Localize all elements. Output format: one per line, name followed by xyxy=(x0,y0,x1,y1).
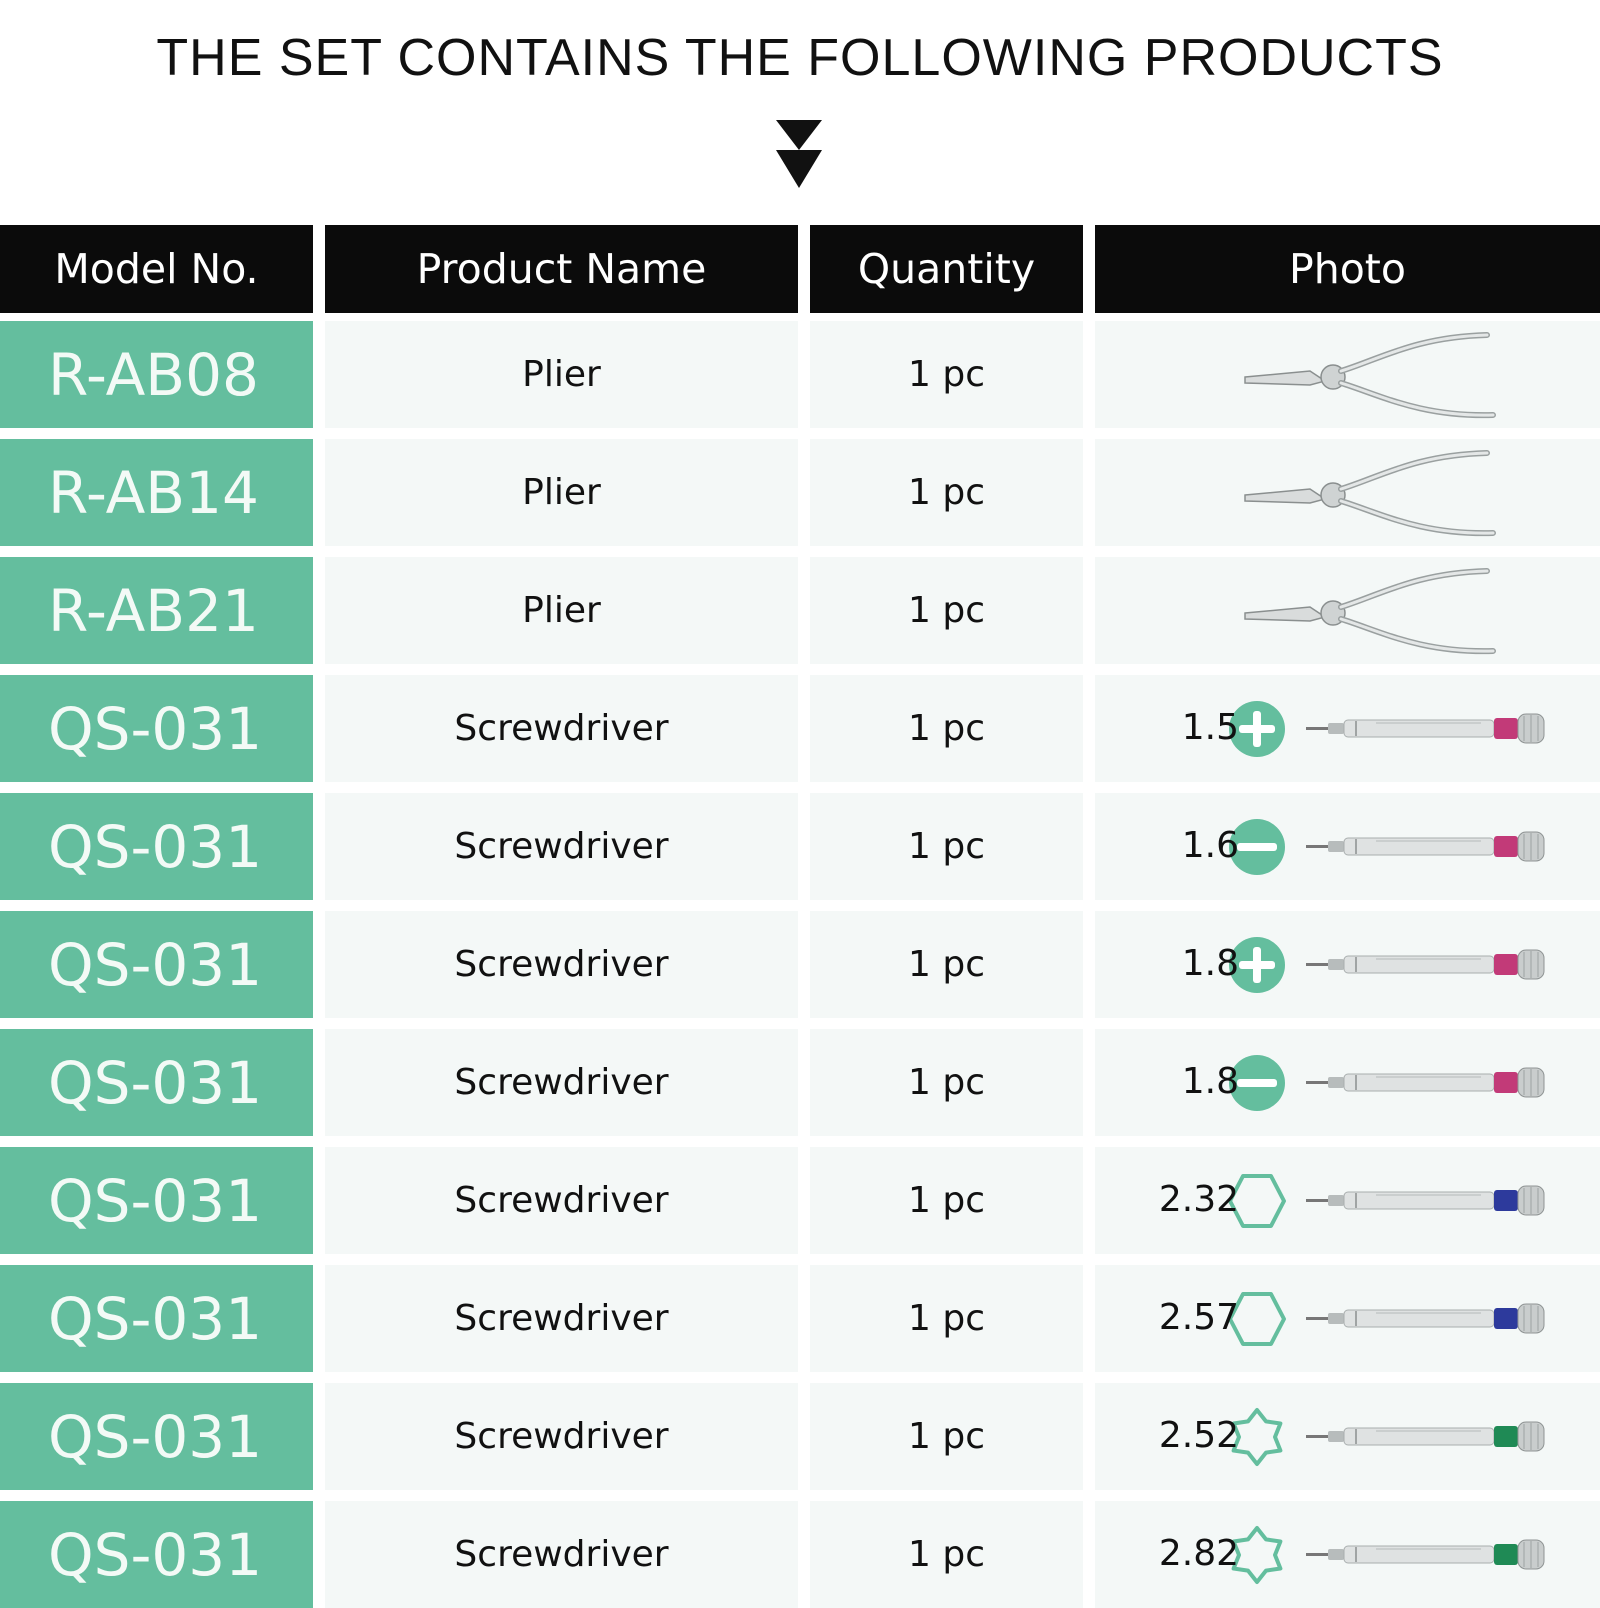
model-cell: QS-031 xyxy=(0,1265,313,1372)
page-title: THE SET CONTAINS THE FOLLOWING PRODUCTS xyxy=(156,29,1444,87)
hex-icon xyxy=(1227,1289,1287,1349)
header-model-no: Model No. xyxy=(0,225,313,313)
model-cell: QS-031 xyxy=(0,1147,313,1254)
photo-cell xyxy=(1095,439,1600,546)
tip-size-label: 1.8 xyxy=(1181,1061,1239,1102)
tip-size-label: 2.52 xyxy=(1158,1415,1239,1456)
torx-icon xyxy=(1227,1407,1287,1467)
quantity-cell: 1 pc xyxy=(810,1501,1083,1608)
photo-cell xyxy=(1095,1265,1600,1372)
product-name-cell: Plier xyxy=(325,439,798,546)
tip-size-label: 1.6 xyxy=(1181,825,1239,866)
model-cell: QS-031 xyxy=(0,1501,313,1608)
phillips-icon xyxy=(1227,699,1287,759)
product-name-cell: Screwdriver xyxy=(325,1029,798,1136)
photo-cell xyxy=(1095,557,1600,664)
screwdriver-icon xyxy=(1306,1181,1550,1221)
plier-icon xyxy=(1215,325,1505,425)
photo-cell xyxy=(1095,1147,1600,1254)
screwdriver-icon xyxy=(1306,1299,1550,1339)
quantity-cell: 1 pc xyxy=(810,321,1083,428)
header-quantity: Quantity xyxy=(810,225,1083,313)
tip-size-label: 2.82 xyxy=(1158,1533,1239,1574)
tip-size-label: 2.32 xyxy=(1158,1179,1239,1220)
photo-cell xyxy=(1095,911,1600,1018)
quantity-cell: 1 pc xyxy=(810,557,1083,664)
photo-cell xyxy=(1095,321,1600,428)
model-cell: QS-031 xyxy=(0,1029,313,1136)
flat-icon xyxy=(1227,817,1287,877)
photo-cell xyxy=(1095,793,1600,900)
quantity-cell: 1 pc xyxy=(810,675,1083,782)
double-down-arrow-icon xyxy=(774,120,824,190)
torx-icon xyxy=(1227,1525,1287,1585)
product-name-cell: Screwdriver xyxy=(325,1501,798,1608)
screwdriver-icon xyxy=(1306,709,1550,749)
model-cell: R-AB21 xyxy=(0,557,313,664)
quantity-cell: 1 pc xyxy=(810,1265,1083,1372)
product-name-cell: Screwdriver xyxy=(325,1147,798,1254)
product-name-cell: Screwdriver xyxy=(325,911,798,1018)
photo-cell xyxy=(1095,675,1600,782)
model-cell: QS-031 xyxy=(0,675,313,782)
product-name-cell: Screwdriver xyxy=(325,1265,798,1372)
product-name-cell: Screwdriver xyxy=(325,1383,798,1490)
screwdriver-icon xyxy=(1306,1535,1550,1575)
phillips-icon xyxy=(1227,935,1287,995)
hex-icon xyxy=(1227,1171,1287,1231)
photo-cell xyxy=(1095,1029,1600,1136)
product-name-cell: Plier xyxy=(325,557,798,664)
tip-size-label: 1.8 xyxy=(1181,943,1239,984)
quantity-cell: 1 pc xyxy=(810,1383,1083,1490)
quantity-cell: 1 pc xyxy=(810,911,1083,1018)
plier-icon xyxy=(1215,561,1505,661)
flat-icon xyxy=(1227,1053,1287,1113)
screwdriver-icon xyxy=(1306,945,1550,985)
header-product-name: Product Name xyxy=(325,225,798,313)
model-cell: QS-031 xyxy=(0,1383,313,1490)
screwdriver-icon xyxy=(1306,1417,1550,1457)
model-cell: QS-031 xyxy=(0,793,313,900)
model-cell: QS-031 xyxy=(0,911,313,1018)
quantity-cell: 1 pc xyxy=(810,1147,1083,1254)
screwdriver-icon xyxy=(1306,1063,1550,1103)
product-name-cell: Screwdriver xyxy=(325,675,798,782)
quantity-cell: 1 pc xyxy=(810,793,1083,900)
plier-icon xyxy=(1215,443,1505,543)
quantity-cell: 1 pc xyxy=(810,439,1083,546)
photo-cell xyxy=(1095,1383,1600,1490)
tip-size-label: 2.57 xyxy=(1158,1297,1239,1338)
model-cell: R-AB14 xyxy=(0,439,313,546)
tip-size-label: 1.5 xyxy=(1181,707,1239,748)
model-cell: R-AB08 xyxy=(0,321,313,428)
photo-cell xyxy=(1095,1501,1600,1608)
product-name-cell: Screwdriver xyxy=(325,793,798,900)
screwdriver-icon xyxy=(1306,827,1550,867)
header-photo: Photo xyxy=(1095,225,1600,313)
quantity-cell: 1 pc xyxy=(810,1029,1083,1136)
product-name-cell: Plier xyxy=(325,321,798,428)
